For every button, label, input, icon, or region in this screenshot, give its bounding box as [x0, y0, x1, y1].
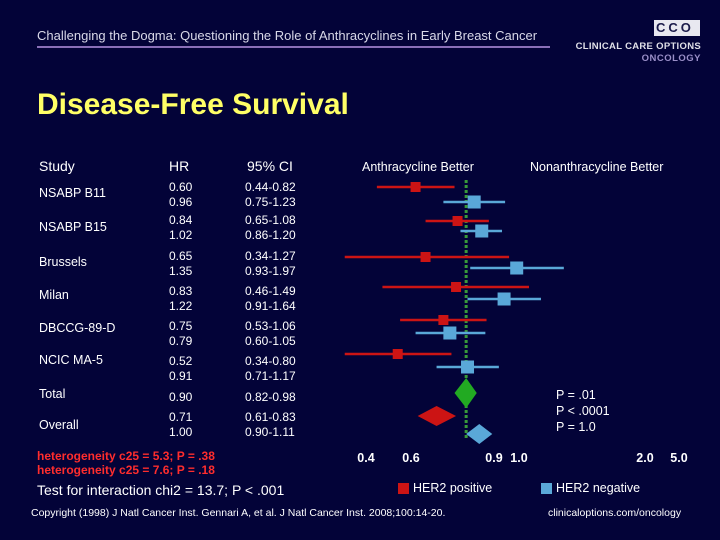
hr-point — [420, 252, 431, 262]
study-name: NSABP B15 — [39, 220, 107, 234]
hr-point — [438, 315, 449, 325]
ci-value: 0.44-0.82 0.75-1.23 — [245, 180, 296, 209]
overall-diamond-her2-positive — [417, 406, 457, 426]
study-name: DBCCG-89-D — [39, 321, 116, 335]
legend-label-her2-positive: HER2 positive — [413, 481, 493, 495]
ci-value: 0.46-1.49 0.91-1.64 — [245, 284, 296, 313]
hr-point — [443, 326, 457, 340]
column-header-study: Study — [39, 158, 75, 174]
column-header-ci: 95% CI — [247, 158, 293, 174]
hr-value: 0.60 0.96 — [169, 180, 193, 209]
heterogeneity-her2-negative: heterogeneity c25 = 7.6; P = .18 — [37, 463, 215, 477]
overall-diamond-her2-negative — [466, 424, 493, 444]
anthracycline-better-label: Anthracycline Better — [362, 160, 474, 174]
x-tick-label: 1.0 — [510, 451, 527, 465]
slide-subtitle: Challenging the Dogma: Questioning the R… — [37, 28, 538, 43]
hr-point — [497, 292, 511, 306]
legend-swatch-her2-positive — [398, 483, 409, 494]
copyright-footer: Copyright (1998) J Natl Cancer Inst. Gen… — [31, 507, 446, 519]
total-diamond — [454, 378, 477, 408]
column-header-hr: HR — [169, 158, 190, 174]
hr-point — [451, 282, 462, 292]
hr-point — [467, 195, 481, 209]
page-title: Disease-Free Survival — [37, 88, 349, 121]
hr-point — [510, 261, 524, 275]
study-name: Brussels — [39, 255, 87, 269]
p-value-total: P = .01 — [556, 388, 596, 402]
cco-logo: CCO CLINICAL CARE OPTIONS ONCOLOGY — [576, 20, 701, 66]
study-name: NSABP B11 — [39, 186, 106, 200]
x-tick-label: 0.4 — [357, 451, 374, 465]
x-tick-label: 0.9 — [485, 451, 502, 465]
logo-name: CLINICAL CARE OPTIONS — [575, 41, 701, 52]
hr-value: 0.84 1.02 — [169, 213, 193, 242]
x-tick-label: 2.0 — [636, 451, 653, 465]
interaction-test: Test for interaction chi2 = 13.7; P < .0… — [37, 482, 285, 498]
p-value-her2-negative: P = 1.0 — [556, 420, 596, 434]
p-value-her2-positive: P < .0001 — [556, 404, 610, 418]
hr-value: 0.65 1.35 — [169, 249, 193, 278]
title-divider — [37, 46, 550, 48]
logo-letters: CCO — [656, 20, 694, 35]
website-footer: clinicaloptions.com/oncology — [548, 507, 682, 519]
hr-point — [461, 360, 475, 374]
logo-tagline: ONCOLOGY — [641, 53, 701, 64]
hr-value: 0.90 — [169, 390, 193, 404]
ci-value: 0.53-1.06 0.60-1.05 — [245, 319, 296, 348]
hr-point — [452, 216, 463, 226]
nonanthracycline-better-label: Nonanthracycline Better — [530, 160, 664, 174]
hr-point — [392, 349, 403, 359]
legend-label-her2-negative: HER2 negative — [556, 481, 641, 495]
legend-swatch-her2-negative — [541, 483, 552, 494]
ci-value: 0.34-0.80 0.71-1.17 — [245, 354, 296, 383]
ci-value: 0.82-0.98 — [245, 390, 296, 404]
study-name: Milan — [39, 288, 69, 302]
logo-badge — [654, 20, 700, 36]
ci-value: 0.61-0.83 0.90-1.11 — [245, 410, 296, 439]
hr-value: 0.83 1.22 — [169, 284, 193, 313]
ci-value: 0.65-1.08 0.86-1.20 — [245, 213, 296, 242]
x-tick-label: 5.0 — [670, 451, 687, 465]
hr-value: 0.75 0.79 — [169, 319, 193, 348]
ci-value: 0.34-1.27 0.93-1.97 — [245, 249, 296, 278]
study-name: NCIC MA-5 — [39, 353, 103, 367]
hr-value: 0.71 1.00 — [169, 410, 193, 439]
x-tick-label: 0.6 — [402, 451, 419, 465]
heterogeneity-her2-positive: heterogeneity c25 = 5.3; P = .38 — [37, 449, 215, 463]
study-name: Total — [39, 387, 66, 401]
hr-value: 0.52 0.91 — [169, 354, 193, 383]
hr-point — [475, 224, 489, 238]
hr-point — [410, 182, 421, 192]
study-name: Overall — [39, 418, 79, 432]
